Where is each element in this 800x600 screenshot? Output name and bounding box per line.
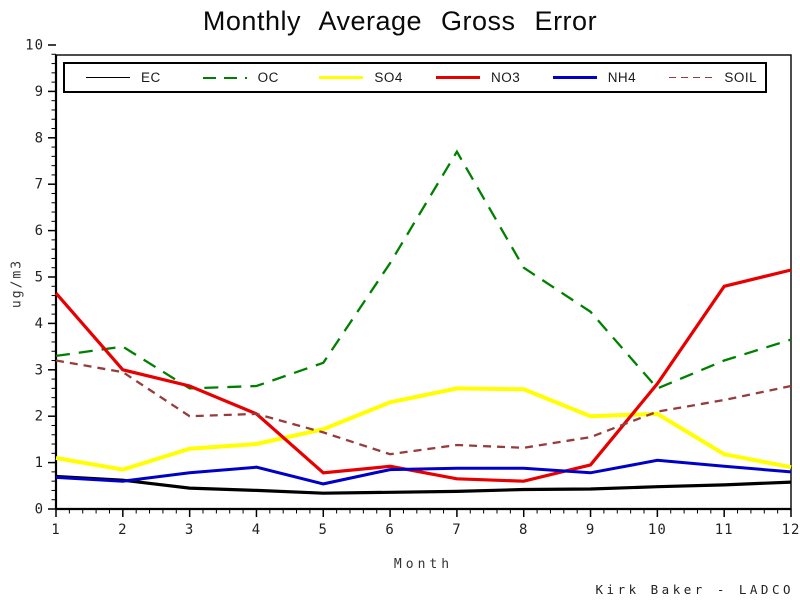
y-tick-label: 5 [35,270,44,286]
x-tick-label: 9 [586,522,595,538]
x-tick-label: 6 [385,522,394,538]
legend-box: EC OC SO4 NO3 NH4 SOIL [63,62,767,93]
y-axis-title: ug/m3 [9,258,25,309]
x-tick-label: 1 [51,522,60,538]
legend-label-ec: EC [141,70,161,85]
x-tick-label: 5 [319,522,328,538]
y-tick-label: 4 [35,316,44,332]
x-tick-label: 7 [452,522,461,538]
x-tick-label: 12 [782,522,800,538]
legend-label-so4: SO4 [374,70,403,85]
y-tick-label: 2 [35,409,44,425]
legend-label-oc: OC [257,70,279,85]
x-tick-label: 4 [252,522,261,538]
plot-frame [55,54,792,510]
legend-item-nh4: NH4 [532,70,649,85]
x-tick-label: 2 [118,522,127,538]
footer-credit: Kirk Baker - LADCO [595,582,794,597]
y-tick-label: 8 [35,130,44,146]
series-line-so4 [55,386,792,472]
legend-item-oc: OC [182,70,299,85]
legend-line-sample-oc [202,76,247,79]
series-line-oc [55,149,792,390]
series-line-nh4 [55,458,792,486]
legend-line-sample-so4 [319,76,364,79]
legend-label-soil: SOIL [724,70,758,85]
series-line-no3 [54,268,792,483]
legend-item-soil: SOIL [648,70,765,85]
y-tick-label: 9 [35,84,44,100]
legend-line-sample-no3 [436,76,481,79]
y-tick-label: 1 [35,455,44,471]
legend-label-no3: NO3 [491,70,521,85]
legend-label-nh4: NH4 [607,70,637,85]
x-tick-label: 3 [185,522,194,538]
legend-item-ec: EC [65,70,182,85]
y-tick-label: 7 [35,177,44,193]
legend-item-so4: SO4 [298,70,415,85]
x-tick-label: 8 [519,522,528,538]
legend-line-sample-nh4 [552,76,597,79]
chart-title: Monthly Average Gross Error [202,6,598,36]
legend-item-no3: NO3 [415,70,532,85]
x-tick-label: 10 [648,522,667,538]
x-axis-title: Month [393,557,454,572]
series-line-ec [55,474,792,495]
y-tick-label: 6 [35,223,44,239]
y-tick-label: 3 [35,362,44,378]
y-tick-label: 0 [35,502,44,518]
legend-line-sample-ec [86,76,130,79]
legend-line-sample-soil [669,76,714,79]
x-tick-label: 11 [715,522,734,538]
y-tick-label: 10 [25,38,44,54]
